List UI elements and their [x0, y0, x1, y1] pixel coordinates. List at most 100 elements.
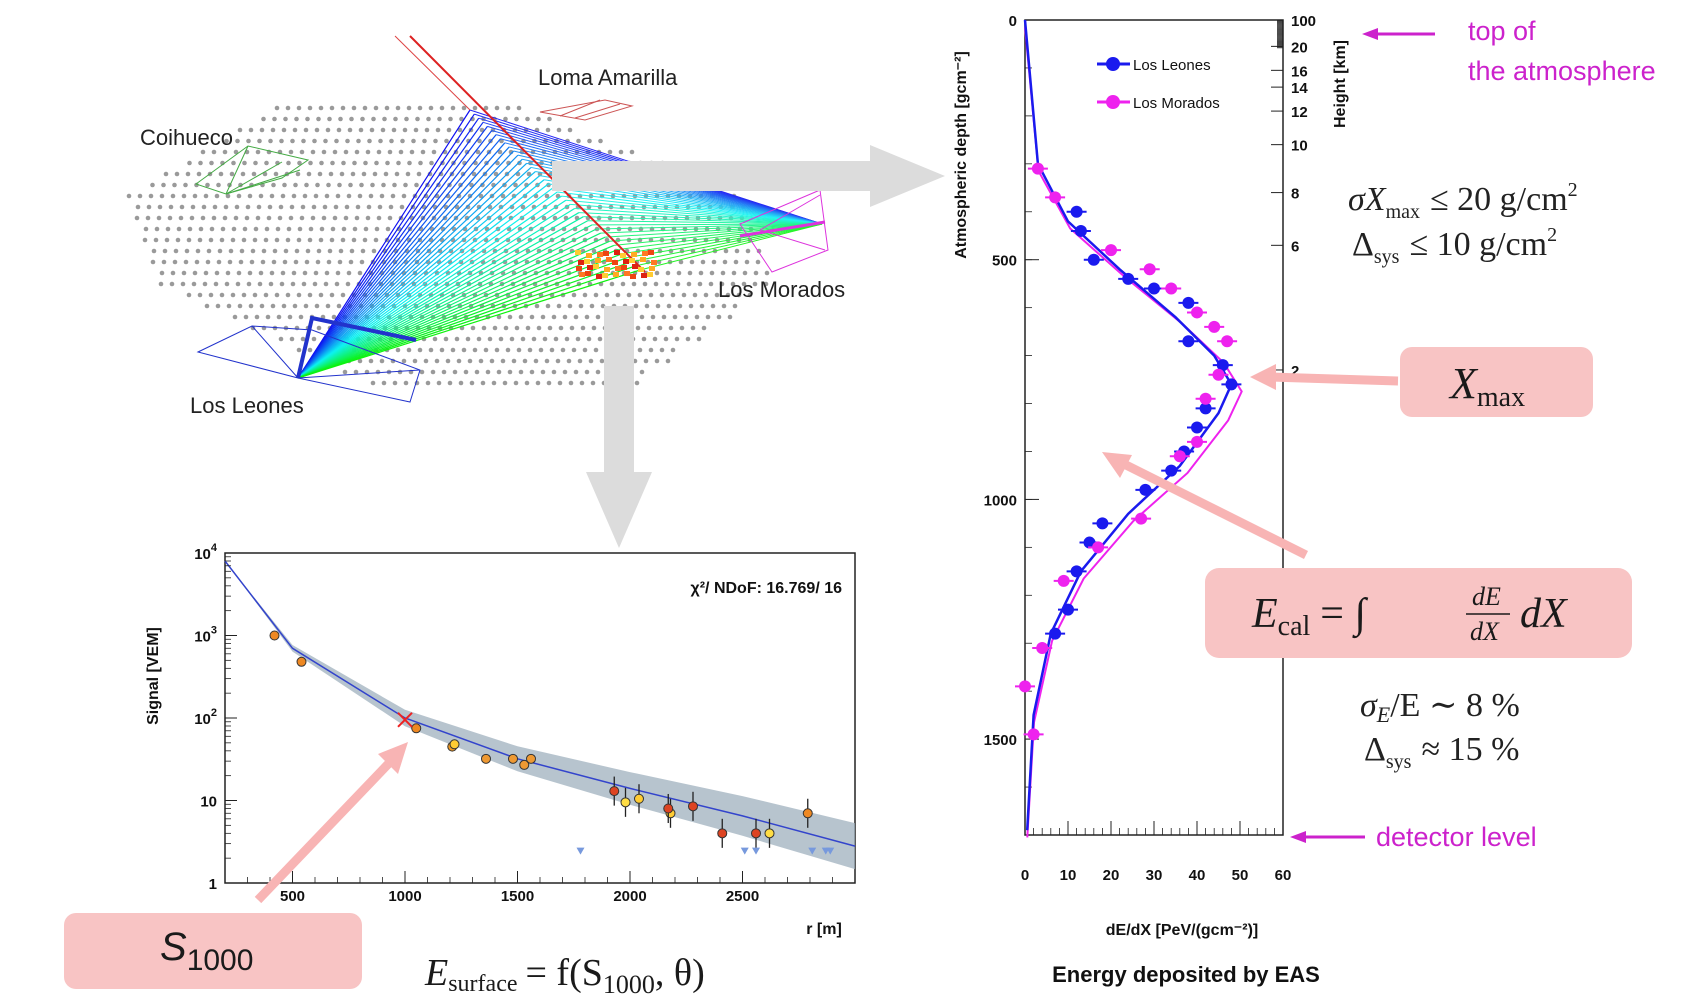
detector-station-dot: [194, 182, 199, 188]
detector-station-dot: [233, 149, 239, 155]
detector-station-dot: [689, 259, 695, 265]
detector-station-dot: [316, 325, 322, 331]
detector-station-dot: [330, 226, 336, 232]
detector-station-dot: [186, 292, 192, 298]
profile-right-tick-label: 6: [1291, 238, 1299, 255]
detector-station-dot: [362, 105, 368, 111]
detector-station-dot: [290, 281, 296, 287]
detector-station-dot: [245, 204, 251, 210]
detector-station-dot: [411, 138, 416, 144]
detector-station-dot: [422, 138, 427, 144]
detector-station-dot: [374, 160, 379, 166]
detector-station-dot: [487, 336, 493, 342]
detector-station-dot: [256, 204, 262, 210]
detector-station-dot: [747, 292, 753, 298]
detector-station-dot: [368, 193, 374, 199]
detector-station-dot: [362, 237, 368, 243]
detector-station-dot: [399, 204, 405, 210]
detector-station-dot: [591, 325, 597, 331]
detector-station-dot: [357, 358, 363, 364]
detector-station-dot: [157, 204, 163, 210]
detector-station-dot: [302, 193, 308, 199]
footprint-hit: [631, 252, 637, 257]
ldf-station-point: [663, 803, 674, 814]
detector-station-dot: [180, 281, 186, 287]
detector-station-dot: [593, 347, 599, 353]
detector-station-dot: [340, 292, 346, 298]
detector-station-dot: [398, 149, 404, 155]
ldf-station-point: [481, 753, 491, 764]
detector-station-dot: [216, 259, 222, 265]
detector-station-dot: [259, 303, 265, 309]
ldf-uncertainty-band: [224, 560, 856, 870]
detector-station-dot: [733, 259, 739, 265]
footprint-hit: [587, 265, 593, 270]
detector-station-dot: [626, 292, 632, 298]
ldf-x-axis-label: r [m]: [806, 921, 842, 938]
detector-station-dot: [404, 116, 409, 122]
detector-station-dot: [439, 105, 445, 111]
detector-station-dot: [708, 281, 714, 287]
detector-station-dot: [590, 380, 596, 386]
detector-station-dot: [593, 292, 599, 298]
detector-station-dot: [529, 369, 535, 375]
footprint-hit: [596, 274, 602, 279]
detector-station-dot: [403, 380, 409, 386]
detector-station-dot: [507, 314, 513, 320]
fd-ray-leones: [297, 244, 615, 379]
detector-station-dot: [321, 215, 327, 221]
detector-station-dot: [169, 281, 175, 287]
detector-station-dot: [458, 380, 464, 386]
ldf-station-point: [717, 828, 728, 839]
detector-station-dot: [369, 127, 375, 133]
detector-station-dot: [518, 369, 524, 375]
detector-station-dot: [494, 347, 500, 353]
detector-station-dot: [145, 215, 151, 221]
detector-station-dot: [348, 182, 353, 188]
detector-station-dot: [697, 281, 703, 287]
detector-station-dot: [257, 138, 262, 144]
ecal-pointer: [1117, 457, 1309, 560]
detector-station-dot: [285, 105, 291, 111]
detector-station-dot: [454, 336, 460, 342]
legend-marker-leones: [1106, 57, 1120, 71]
detector-station-dot: [499, 138, 504, 144]
detector-station-dot: [556, 303, 562, 309]
site-label-los-morados: Los Morados: [718, 277, 845, 302]
detector-station-dot: [756, 248, 762, 254]
profile-left-tick-label: 1000: [984, 492, 1017, 509]
ldf-y-tick-label: 10: [200, 794, 217, 811]
footprint-hit: [586, 253, 592, 258]
detector-station-dot: [281, 303, 287, 309]
xmax-pointer: [1269, 372, 1399, 386]
detector-station-dot: [225, 270, 231, 276]
detector-station-dot: [247, 193, 253, 199]
detector-station-dot: [311, 204, 317, 210]
detector-station-dot: [575, 336, 581, 342]
profile-point-morados: [1105, 244, 1117, 257]
detector-station-dot: [351, 237, 357, 243]
detector-station-dot: [382, 116, 387, 122]
xmax-resolution: σXmax ≤ 20 g/cm2: [1348, 179, 1578, 223]
detector-station-dot: [219, 292, 225, 298]
detector-station-dot: [439, 347, 445, 353]
detector-station-dot: [568, 380, 574, 386]
detector-station-dot: [641, 336, 647, 342]
ldf-station-point: [751, 828, 761, 839]
detector-station-dot: [609, 281, 615, 287]
detector-station-dot: [296, 237, 302, 243]
detector-station-dot: [425, 380, 431, 386]
s1000-callout-box: [64, 913, 362, 989]
detector-station-dot: [301, 281, 307, 287]
detector-station-dot: [374, 226, 380, 232]
profile-point-morados: [1199, 392, 1212, 405]
detector-station-dot: [307, 237, 313, 243]
detector-station-dot: [244, 215, 250, 221]
detector-station-dot: [375, 369, 381, 375]
detector-station-dot: [150, 182, 155, 188]
fd-ray-morados: [552, 187, 823, 225]
detector-station-dot: [240, 171, 246, 177]
detector-station-dot: [480, 380, 486, 386]
fd-ray-leones: [297, 121, 484, 379]
